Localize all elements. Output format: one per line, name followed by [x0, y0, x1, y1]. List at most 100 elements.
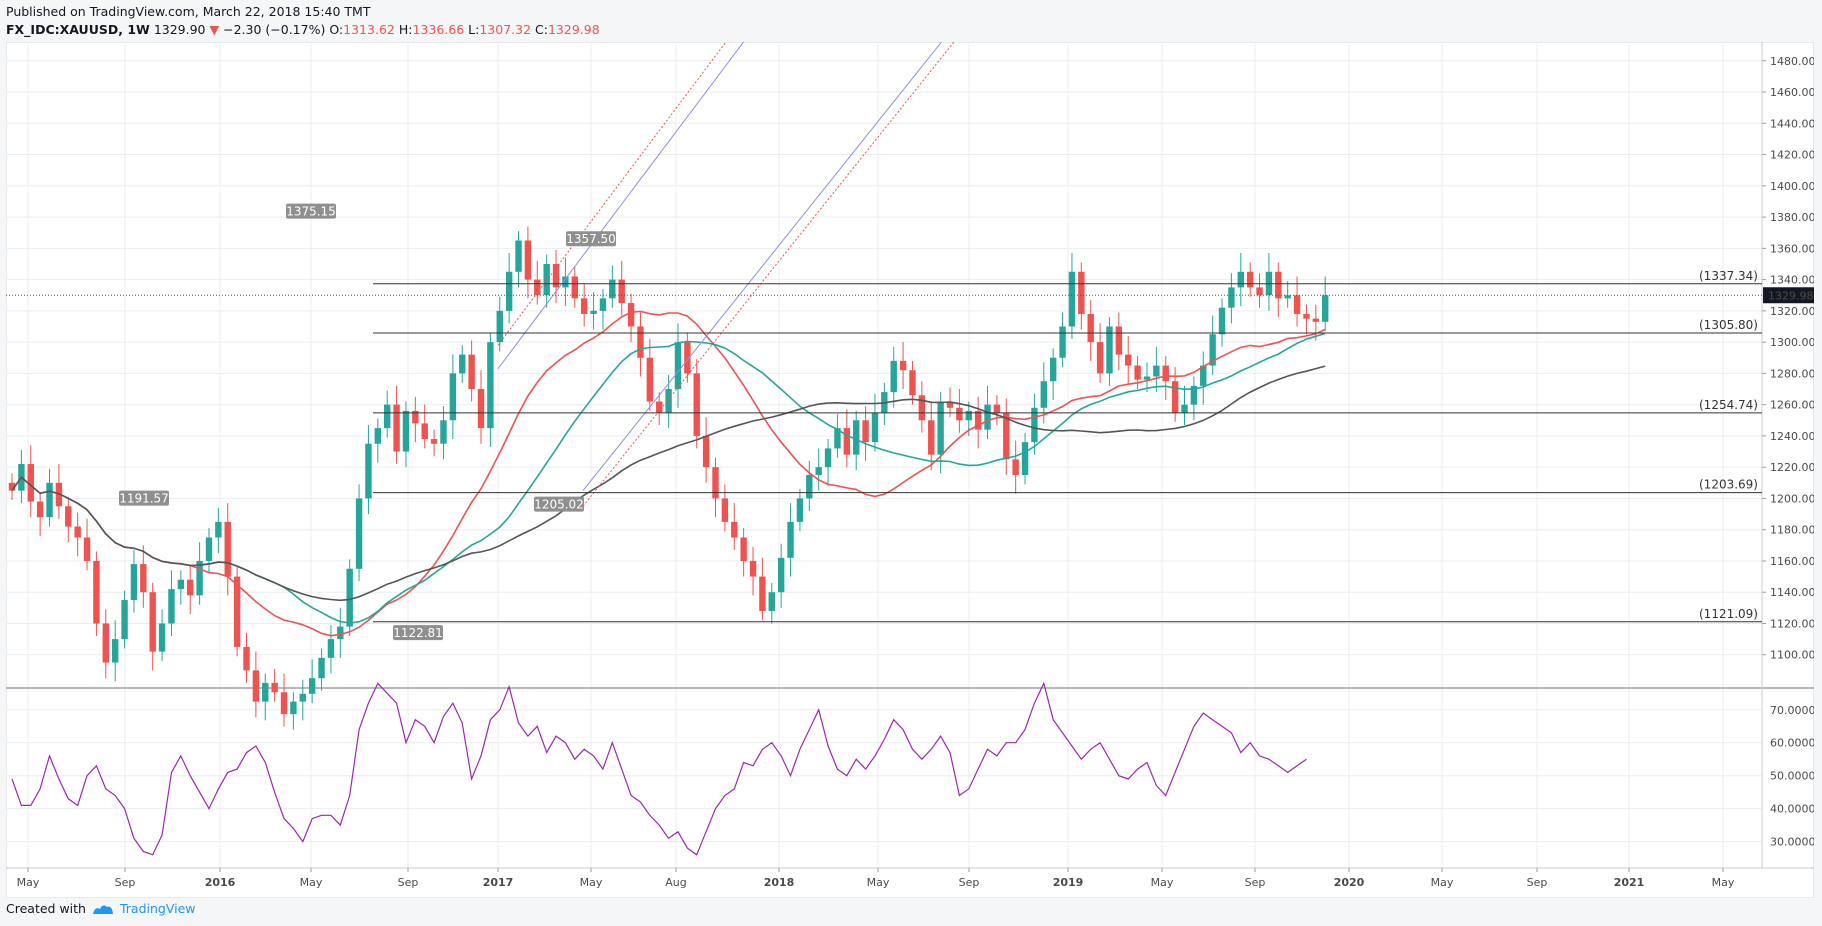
- time-axis-label: 2016: [205, 876, 236, 889]
- horizontal-level-label: (1203.69): [1699, 478, 1758, 492]
- rsi-axis-label: 70.0000: [1770, 704, 1814, 717]
- candles-group: [8, 226, 1329, 730]
- candle-body: [862, 420, 869, 443]
- chart-background: [6, 42, 1814, 898]
- candle-body: [65, 506, 72, 527]
- current-price-label: 1329.98: [1768, 289, 1814, 302]
- candle-body: [83, 537, 91, 561]
- tradingview-link[interactable]: TradingView: [92, 900, 196, 918]
- candle-body: [590, 310, 597, 314]
- candle-body: [196, 560, 203, 596]
- candle-body: [8, 482, 16, 491]
- candle-body: [449, 373, 457, 421]
- candle-body: [271, 682, 278, 693]
- candle-body: [609, 279, 616, 299]
- price-callout-box: [286, 203, 336, 219]
- high-label: H:: [398, 22, 413, 37]
- candle-body: [1153, 365, 1160, 377]
- published-line: Published on TradingView.com, March 22, …: [6, 4, 371, 19]
- down-arrow-icon: ▼: [209, 22, 220, 37]
- rsi-axis-label: 40.0000: [1770, 803, 1814, 816]
- candle-body: [674, 342, 682, 390]
- candle-body: [702, 435, 710, 468]
- candle-body: [233, 576, 241, 647]
- price-callout-box: [534, 496, 584, 512]
- candle-body: [46, 482, 53, 518]
- candle-body: [824, 448, 832, 468]
- candle-body: [871, 412, 879, 443]
- candle-body: [421, 423, 428, 440]
- candle-body: [440, 420, 447, 444]
- candle-body: [1012, 459, 1019, 475]
- candle-body: [365, 443, 372, 499]
- candle-body: [984, 404, 991, 430]
- candle-body: [1021, 442, 1029, 475]
- candle-body: [637, 326, 644, 358]
- candle-body: [36, 501, 44, 518]
- price-callout-label: 1122.81: [393, 626, 443, 640]
- price-axis-label: 1340.00: [1770, 274, 1814, 287]
- candle-body: [1106, 326, 1113, 374]
- candle-body: [1125, 354, 1132, 366]
- candle-body: [130, 564, 138, 601]
- candle-body: [543, 263, 550, 296]
- candle-body: [468, 354, 475, 390]
- current-price-badge: [1763, 287, 1814, 304]
- candle-body: [524, 240, 532, 280]
- candle-body: [946, 401, 954, 408]
- candle-body: [355, 498, 363, 569]
- price-axis-label: 1300.00: [1770, 336, 1814, 349]
- open-value: 1313.62: [343, 22, 395, 37]
- time-axis-label: May: [300, 876, 323, 889]
- price-axis-label: 1280.00: [1770, 367, 1814, 380]
- candle-body: [205, 537, 213, 561]
- candle-body: [759, 576, 766, 611]
- candle-body: [918, 395, 926, 421]
- rsi-axis-label: 30.0000: [1770, 836, 1814, 849]
- candle-body: [1078, 271, 1085, 314]
- candle-body: [909, 370, 916, 396]
- candle-body: [627, 303, 635, 327]
- time-axis-label: Aug: [665, 876, 686, 889]
- candle-body: [806, 474, 813, 499]
- high-value: 1336.66: [412, 22, 465, 37]
- tradingview-brand-label: TradingView: [119, 901, 196, 916]
- candle-body: [665, 389, 672, 413]
- chart-area[interactable]: 1100.00 1120.00 1140.00 1160.00 1180.00 1200.…: [6, 42, 1814, 902]
- candle-body: [1228, 287, 1235, 308]
- price-change: −2.30 (−0.17%): [223, 22, 326, 37]
- candle-body: [974, 410, 982, 430]
- candle-body: [656, 401, 663, 413]
- candle-body: [993, 404, 1001, 413]
- candle-body: [252, 670, 260, 702]
- time-axis-label: May: [1712, 876, 1735, 889]
- candle-body: [1171, 381, 1179, 413]
- candle-body: [1068, 271, 1076, 327]
- candle-body: [215, 521, 222, 538]
- candle-body: [280, 692, 288, 715]
- price-chart-svg[interactable]: 1100.00 1120.00 1140.00 1160.00 1180.00 1200.…: [6, 42, 1814, 898]
- time-axis-label: May: [580, 876, 603, 889]
- candle-body: [1115, 326, 1123, 355]
- candle-body: [1190, 385, 1198, 405]
- candle-body: [1134, 365, 1141, 380]
- price-callout-label: 1191.57: [119, 492, 169, 506]
- price-axis-label: 1140.00: [1770, 586, 1814, 599]
- time-axis-label: May: [1151, 876, 1174, 889]
- rsi-axis-label: 60.0000: [1770, 737, 1814, 750]
- low-value: 1307.32: [479, 22, 532, 37]
- candle-body: [327, 639, 335, 658]
- candle-body: [374, 428, 382, 444]
- time-axis-label: Sep: [1527, 876, 1548, 889]
- candle-body: [1322, 295, 1329, 322]
- candle-body: [318, 657, 325, 679]
- candle-body: [290, 701, 297, 715]
- time-axis-label: 2017: [483, 876, 514, 889]
- candle-body: [459, 354, 466, 374]
- candle-body: [177, 579, 185, 590]
- candle-body: [262, 682, 269, 702]
- close-label: C:: [535, 22, 548, 37]
- price-axis-label: 1160.00: [1770, 555, 1814, 568]
- candle-body: [1275, 271, 1282, 299]
- candle-body: [1303, 313, 1310, 319]
